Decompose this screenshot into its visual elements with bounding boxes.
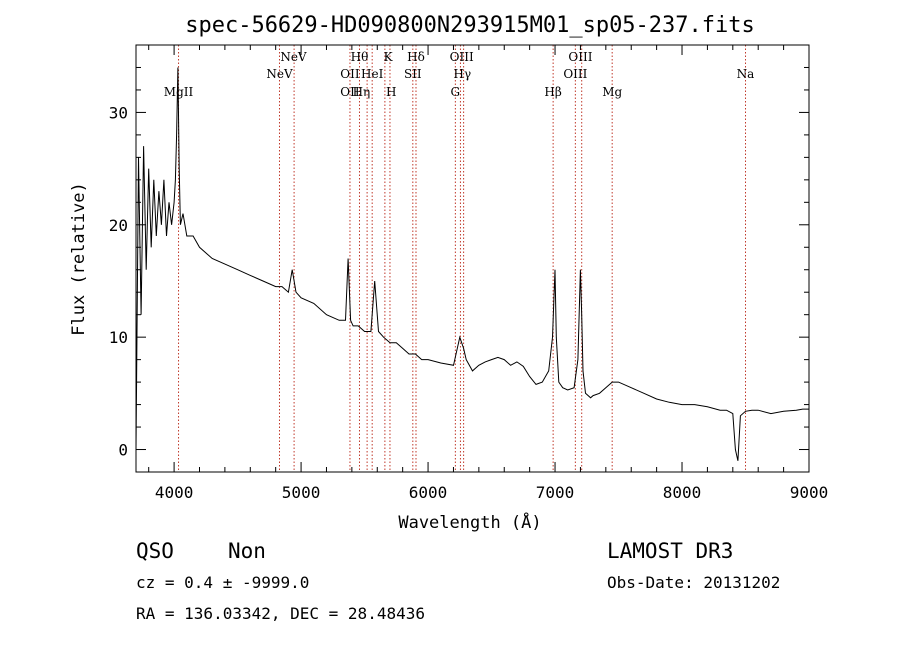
survey-name: LAMOST DR3 xyxy=(607,539,733,563)
plot-frame xyxy=(135,44,810,473)
line-label-6: Hη xyxy=(353,85,371,99)
emission-line-markers xyxy=(178,45,747,472)
line-label-17: OIII xyxy=(563,67,587,81)
y-tick-label: 0 xyxy=(118,441,128,460)
line-label-10: Hδ xyxy=(407,50,425,64)
object-class: QSO xyxy=(136,539,174,563)
x-tick-label: 5000 xyxy=(282,483,321,502)
line-label-15: Hβ xyxy=(544,85,561,99)
x-axis-ticks: 4000 5000 6000 7000 8000 9000 xyxy=(148,45,829,502)
line-label-18: Mg xyxy=(602,85,622,99)
line-label-13: Hγ xyxy=(454,67,472,81)
line-label-14: G xyxy=(451,85,461,99)
line-label-1: NeV xyxy=(266,67,293,81)
y-axis-ticks: 0 10 20 30 xyxy=(109,44,809,473)
spectrum-line xyxy=(135,67,809,461)
y-tick-label: 20 xyxy=(109,216,128,235)
observation-date: Obs-Date: 20131202 xyxy=(607,573,780,592)
x-tick-label: 4000 xyxy=(155,483,194,502)
line-label-8: K xyxy=(384,50,394,64)
line-label-5: Hθ xyxy=(351,50,369,64)
coordinates-line: RA = 136.03342, DEC = 28.48436 xyxy=(136,604,425,623)
line-label-19: Na xyxy=(737,67,755,81)
line-label-3: OII xyxy=(340,67,360,81)
redshift-line: cz = 0.4 ± -9999.0 xyxy=(136,573,309,592)
object-subclass: Non xyxy=(228,539,266,563)
line-label-7: HeI xyxy=(361,67,384,81)
line-label-16: OIII xyxy=(568,50,592,64)
line-label-12: OIII xyxy=(450,50,474,64)
x-tick-label: 7000 xyxy=(536,483,575,502)
x-axis-label: Wavelength (Å) xyxy=(398,511,541,533)
y-axis-label: Flux (relative) xyxy=(69,182,89,336)
line-label-4: OII xyxy=(340,85,360,99)
x-tick-label: 9000 xyxy=(790,483,829,502)
y-tick-label: 10 xyxy=(109,328,128,347)
line-label-9: H xyxy=(386,85,396,99)
line-label-2: NeV xyxy=(280,50,307,64)
line-label-11: SII xyxy=(404,67,422,81)
chart-title: spec-56629-HD090800N293915M01_sp05-237.f… xyxy=(185,13,755,38)
x-tick-label: 6000 xyxy=(409,483,448,502)
y-tick-label: 30 xyxy=(109,103,128,122)
x-tick-label: 8000 xyxy=(663,483,702,502)
